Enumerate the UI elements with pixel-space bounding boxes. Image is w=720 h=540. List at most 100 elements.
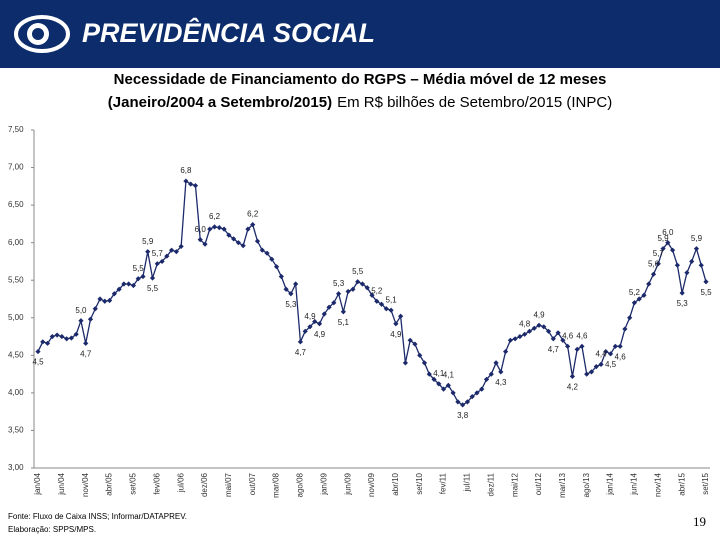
x-tick-label: set/05 bbox=[129, 472, 138, 494]
x-tick-label: nov/14 bbox=[653, 472, 662, 497]
data-label: 5,6 bbox=[648, 259, 660, 268]
marker bbox=[479, 386, 485, 392]
x-tick-label: set/15 bbox=[701, 472, 710, 494]
marker bbox=[674, 262, 680, 268]
marker bbox=[297, 339, 304, 345]
marker bbox=[522, 331, 528, 337]
marker bbox=[493, 360, 499, 366]
marker bbox=[607, 351, 614, 357]
data-label: 5,3 bbox=[677, 299, 689, 308]
marker bbox=[660, 246, 666, 252]
data-label: 5,5 bbox=[133, 264, 145, 273]
data-label: 4,5 bbox=[605, 360, 617, 369]
marker bbox=[374, 298, 380, 304]
data-label: 5,9 bbox=[142, 237, 154, 246]
marker bbox=[359, 281, 366, 287]
marker bbox=[197, 237, 203, 243]
marker bbox=[340, 309, 346, 315]
x-tick-label: jan/09 bbox=[319, 472, 328, 495]
marker bbox=[273, 264, 280, 270]
marker bbox=[503, 348, 509, 355]
marker bbox=[593, 364, 599, 370]
marker bbox=[402, 360, 408, 366]
marker bbox=[698, 262, 704, 268]
marker bbox=[393, 321, 399, 327]
marker bbox=[78, 318, 84, 324]
marker bbox=[169, 247, 175, 253]
marker bbox=[526, 328, 533, 334]
marker bbox=[154, 261, 160, 267]
marker bbox=[116, 286, 122, 292]
marker bbox=[369, 292, 375, 298]
data-label: 4,7 bbox=[548, 345, 560, 354]
marker bbox=[283, 286, 289, 292]
marker bbox=[622, 326, 628, 332]
marker bbox=[83, 340, 89, 346]
marker bbox=[259, 247, 265, 253]
marker bbox=[431, 376, 437, 382]
marker bbox=[231, 236, 237, 242]
y-tick-label: 6,00 bbox=[8, 238, 24, 247]
data-label: 5,7 bbox=[653, 249, 665, 258]
marker bbox=[388, 307, 394, 313]
marker bbox=[421, 360, 428, 366]
x-tick-label: nov/09 bbox=[367, 472, 376, 497]
x-tick-label: dez/06 bbox=[200, 472, 209, 497]
marker bbox=[383, 306, 389, 312]
marker bbox=[264, 250, 270, 256]
x-tick-label: jan/14 bbox=[606, 472, 615, 495]
marker bbox=[92, 306, 98, 312]
marker bbox=[598, 361, 604, 367]
marker bbox=[545, 328, 552, 334]
y-tick-label: 4,50 bbox=[8, 350, 24, 359]
data-label: 6,8 bbox=[180, 166, 192, 175]
data-label: 5,2 bbox=[629, 288, 641, 297]
marker bbox=[569, 373, 575, 379]
marker bbox=[64, 336, 70, 342]
y-tick-label: 4,00 bbox=[8, 388, 24, 397]
marker bbox=[670, 247, 676, 253]
marker bbox=[398, 313, 404, 319]
x-tick-label: jan/04 bbox=[33, 472, 42, 495]
data-label: 5,3 bbox=[285, 300, 297, 309]
data-label: 5,9 bbox=[691, 234, 703, 243]
subtitle-note: Em R$ bilhões de Setembro/2015 (INPC) bbox=[337, 94, 612, 111]
marker bbox=[555, 330, 561, 336]
data-label: 4,9 bbox=[314, 330, 326, 339]
marker bbox=[235, 240, 241, 246]
x-tick-label: dez/11 bbox=[486, 472, 495, 496]
marker bbox=[49, 333, 55, 340]
marker bbox=[512, 336, 518, 342]
marker bbox=[173, 249, 179, 255]
marker bbox=[221, 226, 227, 232]
data-label: 4,2 bbox=[567, 382, 579, 391]
marker bbox=[54, 332, 60, 338]
data-label: 4,6 bbox=[562, 331, 574, 340]
subtitle-period: (Janeiro/2004 a Setembro/2015) bbox=[108, 94, 332, 111]
marker bbox=[603, 348, 609, 355]
marker bbox=[646, 281, 652, 287]
marker bbox=[507, 337, 513, 343]
data-label: 6,0 bbox=[195, 225, 207, 234]
marker bbox=[407, 337, 413, 343]
marker bbox=[326, 304, 332, 310]
marker bbox=[106, 297, 113, 304]
marker bbox=[159, 258, 165, 265]
marker bbox=[440, 386, 447, 392]
data-label: 4,3 bbox=[495, 378, 507, 387]
marker bbox=[693, 246, 700, 252]
data-label: 5,1 bbox=[338, 318, 350, 327]
marker bbox=[417, 352, 423, 358]
x-tick-label: set/10 bbox=[415, 472, 424, 494]
marker bbox=[216, 225, 222, 231]
marker bbox=[269, 256, 275, 262]
marker bbox=[498, 369, 504, 375]
marker bbox=[250, 222, 256, 228]
data-label: 4,1 bbox=[433, 369, 445, 378]
data-label: 4,6 bbox=[576, 331, 588, 340]
marker bbox=[579, 343, 585, 349]
marker bbox=[436, 381, 442, 387]
marker bbox=[541, 324, 547, 330]
marker bbox=[364, 285, 370, 291]
x-tick-label: jul/06 bbox=[176, 472, 185, 493]
